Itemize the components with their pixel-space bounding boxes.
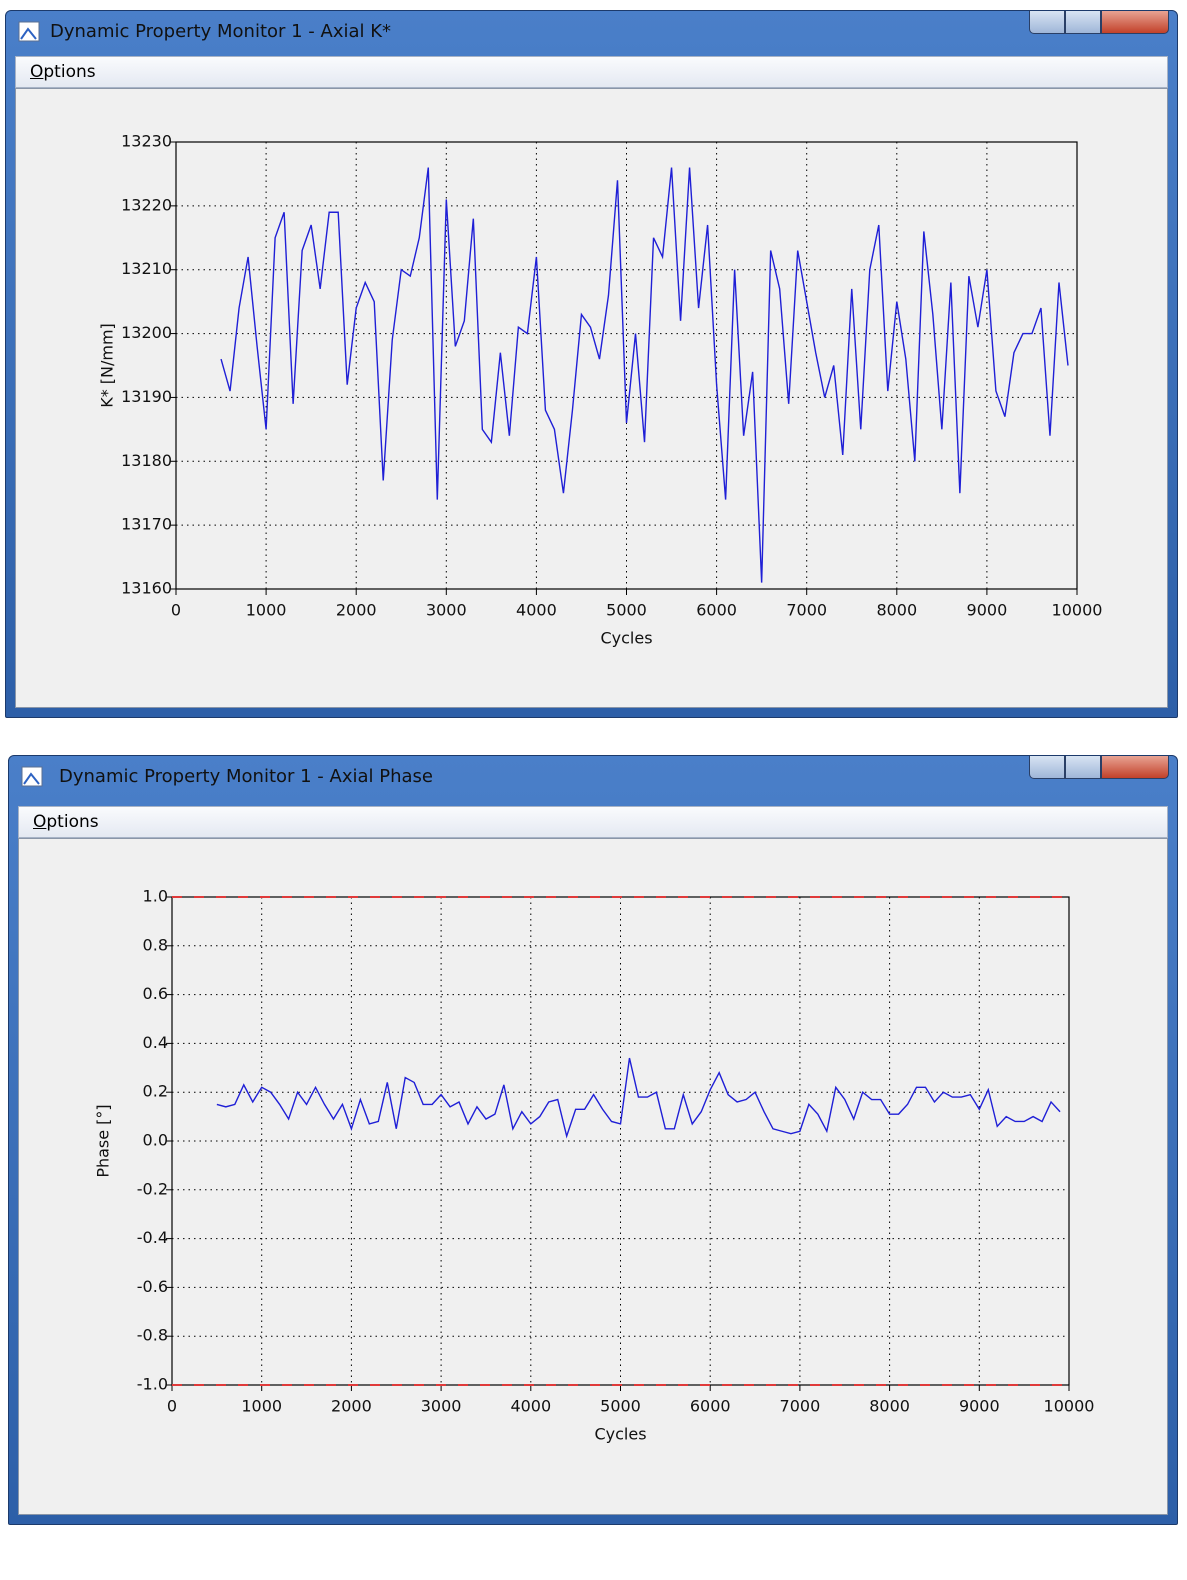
- y-tick-label: 13180: [121, 451, 172, 470]
- y-tick-label: 1.0: [143, 887, 168, 906]
- x-axis-label: Cycles: [600, 629, 652, 648]
- y-tick-label: -0.8: [137, 1326, 168, 1345]
- maximize-button[interactable]: [1065, 11, 1101, 34]
- y-axis-label: Phase [°]: [94, 1104, 113, 1177]
- plot-frame: [171, 896, 1070, 1386]
- x-tick-label: 0: [167, 1397, 177, 1416]
- y-tick-label: 0.2: [143, 1082, 168, 1101]
- x-tick-label: 0: [171, 601, 181, 620]
- minimize-button[interactable]: [1029, 11, 1065, 34]
- menu-item[interactable]: Options: [33, 812, 99, 832]
- y-tick-label: 13210: [121, 259, 172, 278]
- x-tick-label: 2000: [336, 601, 377, 620]
- maximize-button[interactable]: [1065, 756, 1101, 779]
- x-tick-label: 10000: [1052, 601, 1103, 620]
- x-tick-label: 5000: [600, 1397, 641, 1416]
- x-tick-label: 4000: [516, 601, 557, 620]
- y-tick-label: 0.6: [143, 984, 168, 1003]
- window-icon: [18, 21, 40, 42]
- x-tick-label: 1000: [246, 601, 287, 620]
- y-axis-label: K* [N/mm]: [98, 323, 117, 408]
- x-tick-label: 9000: [967, 601, 1008, 620]
- menu-bar: Options: [18, 806, 1168, 838]
- x-tick-label: 9000: [959, 1397, 1000, 1416]
- y-tick-label: -0.4: [137, 1228, 168, 1247]
- x-tick-label: 6000: [690, 1397, 731, 1416]
- x-tick-label: 6000: [696, 601, 737, 620]
- window-title: Dynamic Property Monitor 1 - Axial K*: [50, 21, 392, 42]
- x-tick-label: 3000: [426, 601, 467, 620]
- y-tick-label: 13220: [121, 195, 172, 214]
- x-tick-label: 8000: [869, 1397, 910, 1416]
- y-tick-label: 13230: [121, 132, 172, 151]
- x-tick-label: 5000: [606, 601, 647, 620]
- client-area: [15, 88, 1168, 708]
- x-tick-label: 7000: [780, 1397, 821, 1416]
- x-axis-label: Cycles: [594, 1425, 646, 1444]
- x-tick-label: 1000: [241, 1397, 282, 1416]
- data-line: [220, 167, 1069, 583]
- window-title: Dynamic Property Monitor 1 - Axial Phase: [59, 766, 433, 787]
- client-area: [18, 838, 1168, 1515]
- x-tick-label: 4000: [510, 1397, 551, 1416]
- menu-bar: Options: [15, 56, 1168, 88]
- data-line: [216, 1057, 1061, 1139]
- window-icon: [21, 766, 43, 787]
- y-tick-label: -0.2: [137, 1179, 168, 1198]
- y-tick-label: -0.6: [137, 1277, 168, 1296]
- y-tick-label: 13170: [121, 515, 172, 534]
- x-tick-label: 10000: [1044, 1397, 1095, 1416]
- close-button[interactable]: [1101, 11, 1169, 34]
- x-tick-label: 8000: [876, 601, 917, 620]
- y-tick-label: 13190: [121, 387, 172, 406]
- x-tick-label: 7000: [786, 601, 827, 620]
- menu-item[interactable]: Options: [30, 62, 96, 82]
- y-tick-label: 0.8: [143, 935, 168, 954]
- y-tick-label: 0.4: [143, 1033, 168, 1052]
- minimize-button[interactable]: [1029, 756, 1065, 779]
- close-button[interactable]: [1101, 756, 1169, 779]
- y-tick-label: -1.0: [137, 1375, 168, 1394]
- window: Dynamic Property Monitor 1 - Axial K* Op…: [5, 10, 1178, 718]
- y-tick-label: 0.0: [143, 1131, 168, 1150]
- window: Dynamic Property Monitor 1 - Axial Phase…: [8, 755, 1178, 1525]
- y-tick-label: 13160: [121, 579, 172, 598]
- y-tick-label: 13200: [121, 323, 172, 342]
- x-tick-label: 3000: [421, 1397, 462, 1416]
- x-tick-label: 2000: [331, 1397, 372, 1416]
